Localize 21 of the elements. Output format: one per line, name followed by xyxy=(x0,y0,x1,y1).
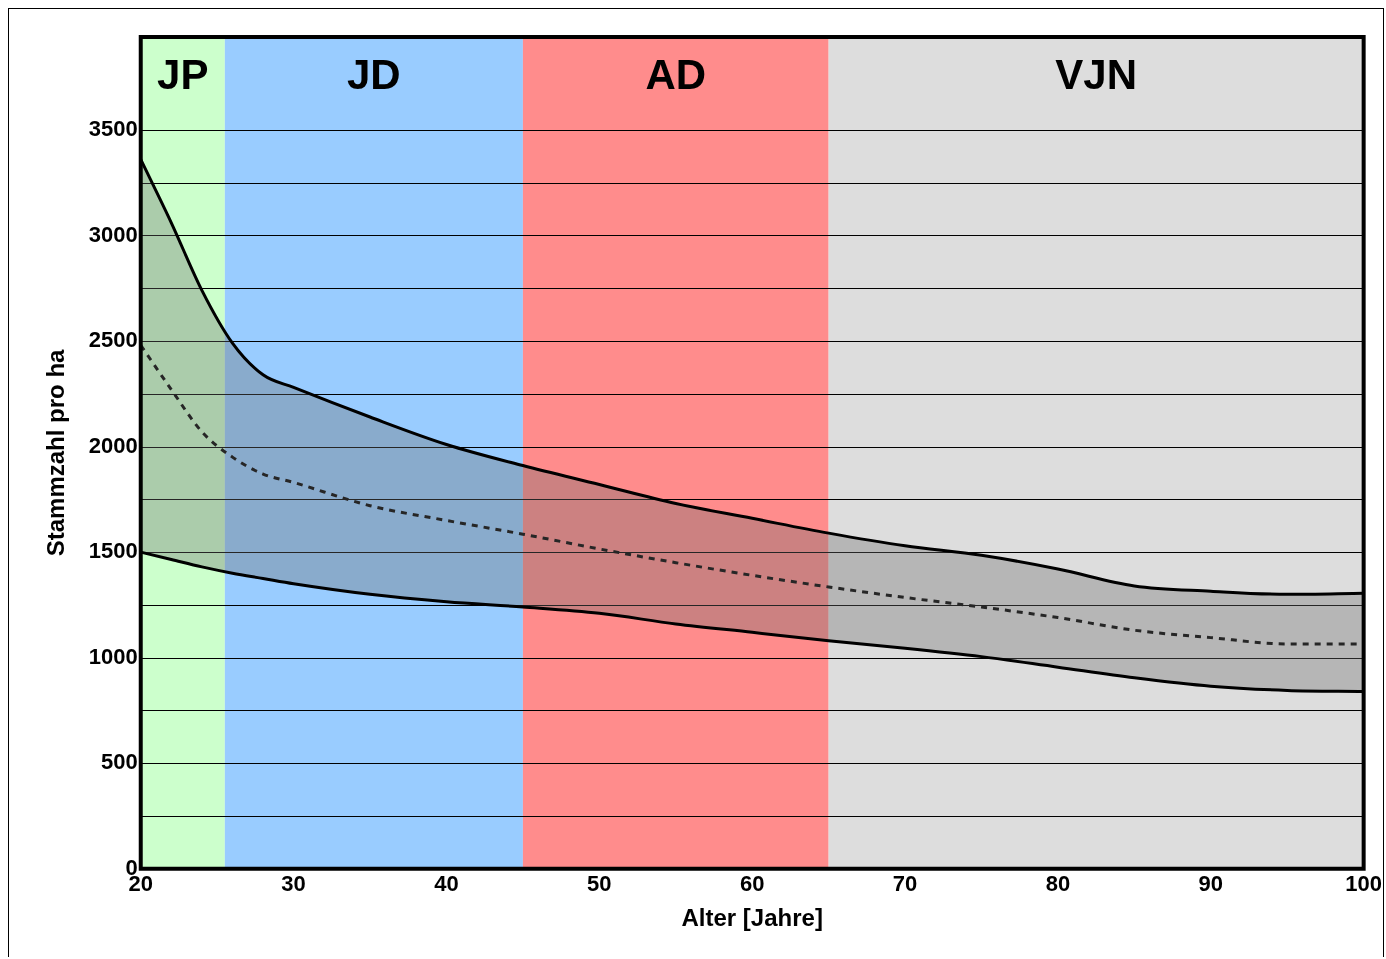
y-tick-label: 2000 xyxy=(88,432,138,458)
x-tick-label: 40 xyxy=(434,871,459,897)
y-tick-label: 3500 xyxy=(88,115,138,141)
band-label: AD xyxy=(645,50,707,98)
band-label: JD xyxy=(347,50,401,98)
y-tick-label: 3000 xyxy=(88,221,138,247)
x-axis-title: Alter [Jahre] xyxy=(681,904,823,932)
x-tick-label: 90 xyxy=(1198,871,1224,897)
band-label: JP xyxy=(157,50,209,98)
y-tick-label: 500 xyxy=(101,749,138,775)
y-tick-label: 1000 xyxy=(88,643,138,669)
y-axis-title: Stammzahl pro ha xyxy=(42,348,70,557)
band-label: VJN xyxy=(1055,50,1137,98)
x-tick-label: 70 xyxy=(892,871,918,897)
y-tick-label: 2500 xyxy=(88,327,138,353)
x-tick-label: 100 xyxy=(1345,871,1383,897)
y-tick-label: 1500 xyxy=(88,538,138,564)
x-tick-label: 60 xyxy=(739,871,765,897)
x-tick-label: 50 xyxy=(587,871,612,897)
x-tick-label: 80 xyxy=(1045,871,1071,897)
x-tick-label: 30 xyxy=(281,871,306,897)
